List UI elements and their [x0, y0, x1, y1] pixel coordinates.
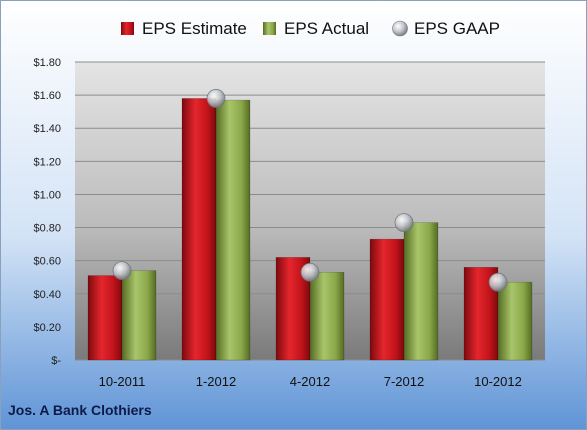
x-tick-label: 1-2012 [196, 374, 236, 389]
y-tick-label: $1.20 [33, 156, 61, 168]
x-tick-label: 7-2012 [384, 374, 424, 389]
bar-eps-actual [215, 99, 251, 361]
y-tick-label: $0.40 [33, 289, 61, 301]
y-tick-label: $- [51, 355, 61, 367]
legend-label-eps-actual: EPS Actual [284, 19, 369, 38]
y-tick-label: $0.20 [33, 322, 61, 334]
y-tick-label: $1.60 [33, 90, 61, 102]
x-tick-label: 10-2011 [99, 374, 146, 389]
x-tick-label: 4-2012 [290, 374, 330, 389]
legend-swatch-eps-estimate [121, 22, 134, 35]
legend-label-eps-gaap: EPS GAAP [414, 19, 500, 38]
legend-label-eps-estimate: EPS Estimate [142, 19, 247, 38]
bar-eps-estimate [87, 275, 123, 361]
y-tick-label: $1.80 [33, 57, 61, 69]
bar-eps-actual [403, 222, 439, 361]
bar-eps-actual [497, 281, 533, 361]
marker-eps-gaap [488, 272, 508, 292]
marker-eps-gaap [300, 262, 320, 282]
x-tick-label: 10-2012 [474, 374, 522, 389]
bar-eps-actual [309, 271, 345, 361]
y-tick-label: $0.80 [33, 223, 61, 235]
legend-swatch-eps-gaap [392, 20, 408, 37]
y-tick-label: $0.60 [33, 256, 61, 268]
marker-eps-gaap [206, 89, 226, 108]
bar-eps-estimate [369, 238, 405, 361]
legend-swatch-eps-actual [263, 22, 276, 35]
marker-eps-gaap [112, 261, 132, 281]
marker-eps-gaap [394, 213, 414, 232]
bar-eps-actual [121, 270, 157, 361]
y-tick-label: $1.00 [33, 189, 61, 201]
y-tick-label: $1.40 [33, 123, 61, 135]
company-name: Jos. A Bank Clothiers [8, 402, 152, 418]
bar-eps-estimate [181, 98, 217, 361]
